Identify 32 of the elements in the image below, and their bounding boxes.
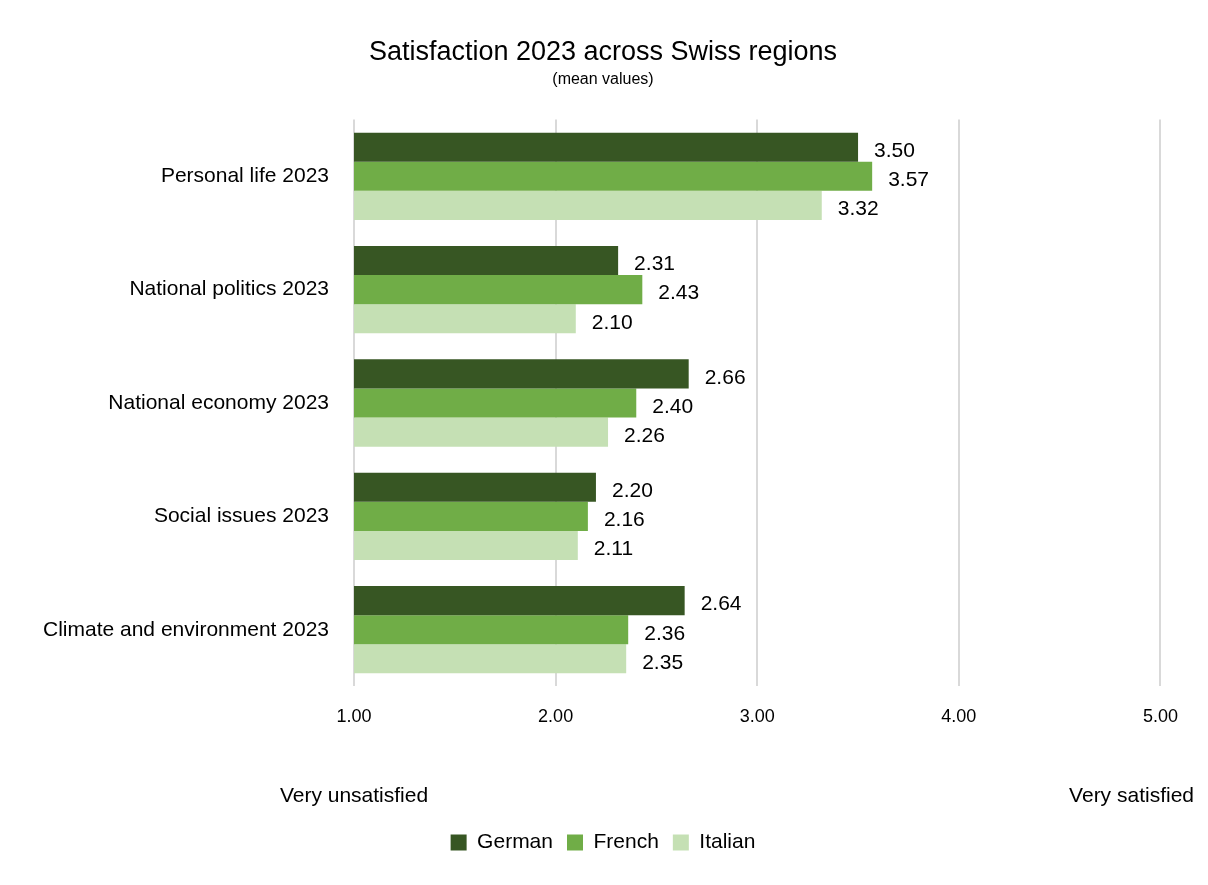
data-label: 3.57	[888, 167, 930, 191]
chart-title: Satisfaction 2023 across Swiss regions	[368, 35, 838, 66]
data-label: 2.10	[591, 309, 633, 333]
y-tick-label: Social issues 2023	[153, 503, 329, 527]
data-label: 2.66	[704, 364, 746, 388]
text: Very satisfied	[1069, 782, 1195, 806]
x-tick-label: 2.00	[538, 706, 574, 727]
data-label: 2.11	[593, 536, 634, 560]
data-label: 2.16	[603, 507, 645, 531]
data-label: 3.32	[837, 196, 879, 220]
legend-label: German	[477, 829, 553, 853]
y-tick-label: National economy 2023	[108, 389, 329, 413]
data-label: 2.64	[700, 591, 742, 615]
x-tick-label: 5.00	[1142, 706, 1179, 727]
data-label: 2.43	[658, 280, 700, 304]
text: Very unsatisfied	[279, 782, 429, 806]
legend-label: Italian	[699, 829, 756, 853]
x-tick-label: 3.00	[739, 706, 775, 727]
y-tick-label: Personal life 2023	[160, 163, 329, 187]
x-tick-label: 4.00	[941, 706, 977, 727]
y-tick-label: National politics 2023	[129, 276, 329, 300]
data-label: 2.40	[652, 393, 694, 417]
data-label: 2.31	[634, 251, 675, 275]
data-label: 2.26	[624, 422, 665, 446]
data-label: 2.35	[642, 649, 684, 673]
data-label: 2.36	[644, 620, 686, 644]
data-label: 3.50	[874, 137, 915, 161]
data-label: 2.20	[611, 478, 653, 502]
y-tick-label: Climate and environment 2023	[42, 616, 329, 640]
legend-label: French	[593, 829, 659, 853]
chart-subtitle: (mean values)	[552, 70, 654, 88]
x-tick-label: 1.00	[336, 706, 372, 727]
